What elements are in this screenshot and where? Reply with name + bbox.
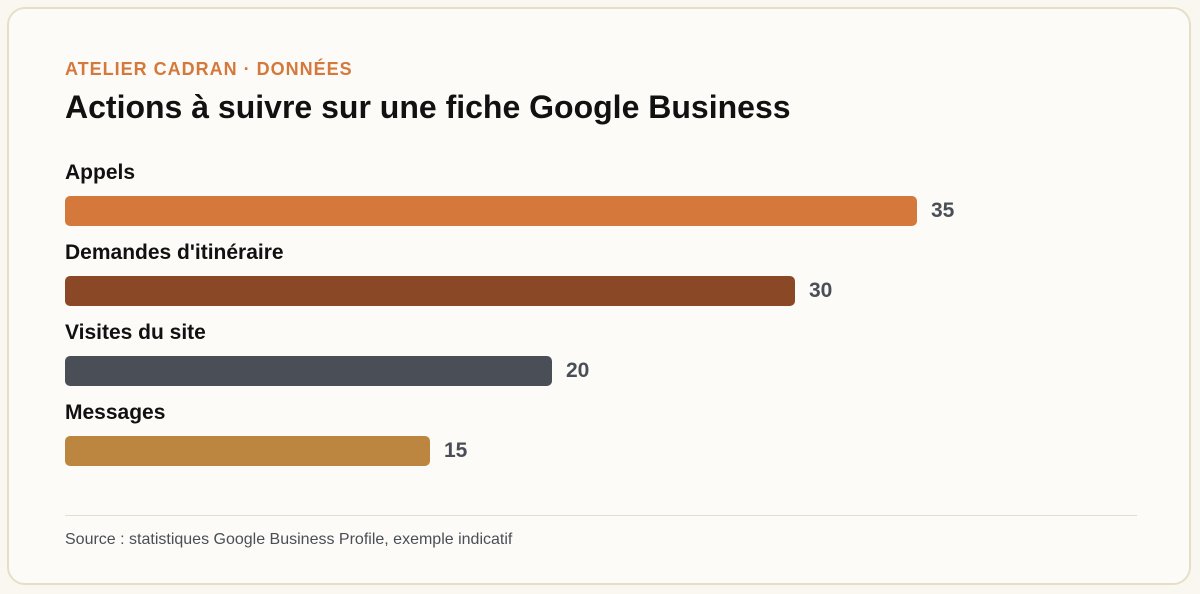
- footer-divider: [65, 515, 1137, 516]
- eyebrow-label: ATELIER CADRAN · DONNÉES: [65, 59, 353, 79]
- category-label: Appels: [65, 161, 136, 184]
- bar: [65, 196, 917, 226]
- chart-card: ATELIER CADRAN · DONNÉES Actions à suivr…: [7, 7, 1191, 585]
- bar-row: Visites du site 20: [65, 319, 1137, 399]
- chart-title: Actions à suivre sur une fiche Google Bu…: [65, 89, 791, 125]
- bar-row: Appels 35: [65, 159, 1137, 239]
- source-note: Source : statistiques Google Business Pr…: [65, 531, 513, 548]
- bar: [65, 436, 430, 466]
- category-label: Demandes d'itinéraire: [65, 241, 284, 264]
- category-label: Messages: [65, 401, 166, 424]
- bar-chart: Appels 35 Demandes d'itinéraire 30 Visites d…: [65, 159, 1137, 479]
- bar-row: Messages 15: [65, 399, 1137, 479]
- value-label: 30: [809, 279, 833, 302]
- bar-row: Demandes d'itinéraire 30: [65, 239, 1137, 319]
- value-label: 20: [566, 359, 590, 382]
- value-label: 15: [444, 439, 468, 462]
- bar: [65, 356, 552, 386]
- bar: [65, 276, 795, 306]
- category-label: Visites du site: [65, 321, 206, 344]
- value-label: 35: [931, 199, 955, 222]
